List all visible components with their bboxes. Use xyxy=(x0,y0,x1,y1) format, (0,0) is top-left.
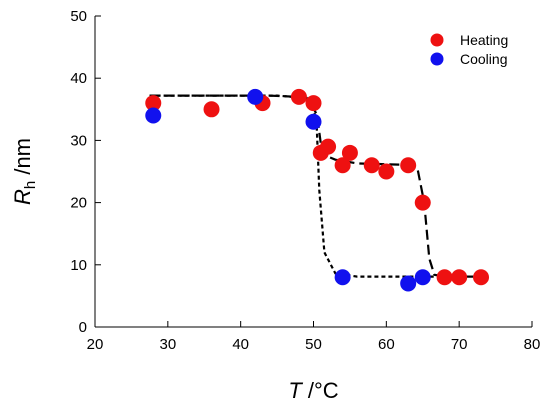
heating-point xyxy=(363,157,380,174)
y-axis-symbol: R xyxy=(10,189,35,205)
legend-label-cooling: Cooling xyxy=(460,51,507,67)
y-tick-label: 40 xyxy=(70,70,87,87)
heating-point xyxy=(145,95,162,112)
heating-point xyxy=(334,157,351,174)
legend-marker-heating xyxy=(430,33,444,47)
cooling-point xyxy=(305,113,322,130)
x-axis-title: T /°C xyxy=(288,378,338,403)
x-tick-label: 60 xyxy=(378,336,395,353)
data-points xyxy=(145,88,490,292)
x-tick-label: 20 xyxy=(87,336,104,353)
y-tick-label: 20 xyxy=(70,195,87,212)
legend: Heating Cooling xyxy=(430,32,508,67)
heating-point xyxy=(451,269,468,286)
cooling-point xyxy=(400,275,417,292)
heating-point xyxy=(378,163,395,180)
cooling-point xyxy=(414,269,431,286)
heating-point xyxy=(320,138,337,155)
y-tick-label: 50 xyxy=(70,8,87,25)
legend-label-heating: Heating xyxy=(460,32,508,48)
y-tick-label: 0 xyxy=(79,319,87,336)
heating-point xyxy=(290,88,307,105)
x-tick-label: 70 xyxy=(451,336,468,353)
cooling-point xyxy=(247,88,264,105)
y-tick-label: 10 xyxy=(70,257,87,274)
x-tick-label: 80 xyxy=(524,336,541,353)
x-tick-label: 50 xyxy=(305,336,322,353)
heating-point xyxy=(203,101,220,118)
heating-point xyxy=(400,157,417,174)
x-axis-symbol: T xyxy=(288,378,303,403)
heating-point xyxy=(436,269,453,286)
axes: 20 30 40 50 60 70 80 0 10 20 30 40 50 xyxy=(70,8,540,353)
heating-point xyxy=(305,95,322,112)
cooling-point xyxy=(334,269,351,286)
heating-point xyxy=(414,194,431,211)
heating-point xyxy=(341,144,358,161)
cooling-point xyxy=(145,107,162,124)
y-axis-unit: /nm xyxy=(10,138,35,181)
legend-marker-cooling xyxy=(430,52,444,66)
axis-titles: T /°C Rh /nm xyxy=(10,138,339,403)
fit-curve-dot xyxy=(149,94,434,278)
x-axis-unit: /°C xyxy=(302,378,339,403)
x-tick-label: 30 xyxy=(159,336,176,353)
y-axis-title: Rh /nm xyxy=(10,138,39,205)
x-tick-label: 40 xyxy=(232,336,249,353)
heating-point xyxy=(473,269,490,286)
y-axis-subscript: h xyxy=(22,181,39,189)
y-tick-label: 30 xyxy=(70,132,87,149)
